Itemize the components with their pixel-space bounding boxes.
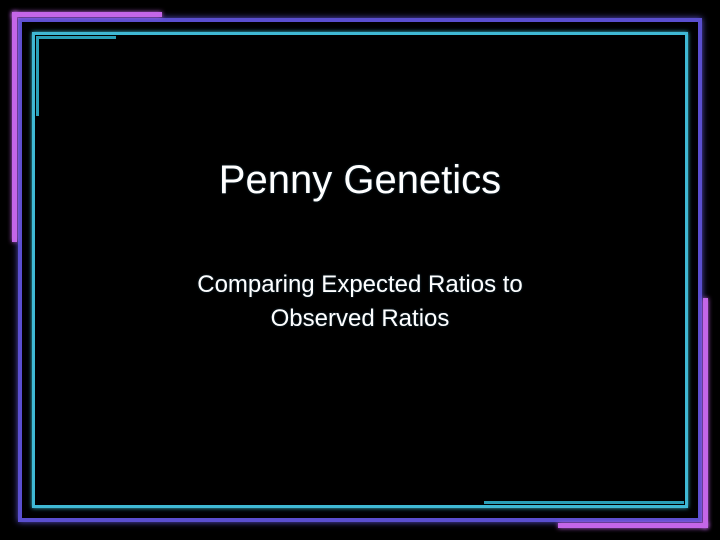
corner-accent-br-h bbox=[558, 523, 708, 528]
slide-title: Penny Genetics bbox=[0, 158, 720, 203]
inner-accent-tl-v bbox=[36, 36, 39, 116]
corner-accent-tl-h bbox=[12, 12, 162, 17]
slide-subtitle: Comparing Expected Ratios to Observed Ra… bbox=[0, 268, 720, 336]
subtitle-line1: Comparing Expected Ratios to bbox=[0, 268, 720, 302]
subtitle-line2: Observed Ratios bbox=[0, 302, 720, 336]
inner-accent-br-h bbox=[484, 501, 684, 504]
corner-accent-tl-v bbox=[12, 12, 17, 242]
inner-accent-tl-h bbox=[36, 36, 116, 39]
